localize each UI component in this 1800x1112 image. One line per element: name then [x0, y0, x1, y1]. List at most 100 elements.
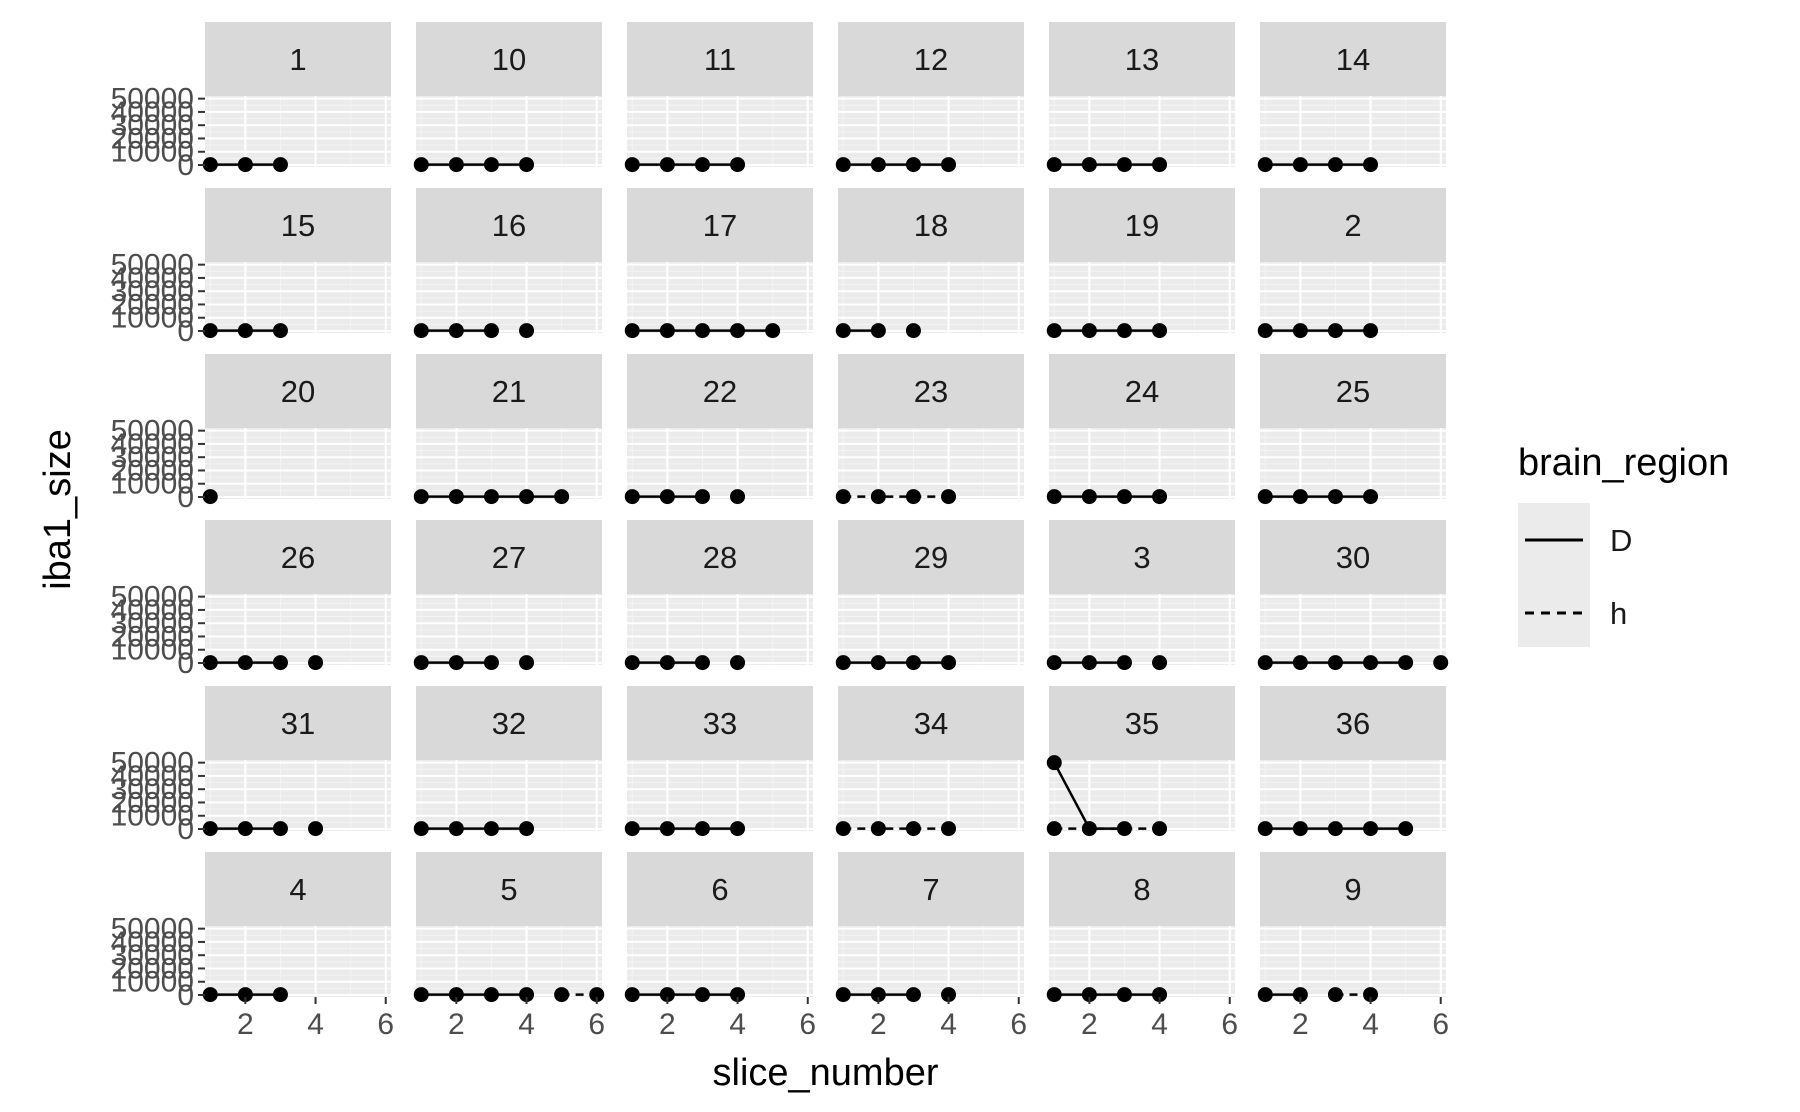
- facet-strip: [627, 22, 813, 96]
- facet-panel: 35: [1046, 686, 1235, 837]
- facet-strip: [416, 852, 602, 926]
- facet-label: 15: [281, 208, 315, 243]
- data-point: [659, 157, 675, 173]
- facet-panel: 3: [1046, 520, 1235, 671]
- facet-panel: 4: [202, 852, 391, 1003]
- data-point: [1363, 157, 1379, 173]
- x-tick-label: 6: [799, 1008, 816, 1041]
- data-point: [1327, 489, 1343, 505]
- data-point: [483, 323, 499, 339]
- legend-label-h: h: [1610, 596, 1627, 631]
- facet-strip: [627, 852, 813, 926]
- data-point: [1081, 987, 1097, 1003]
- facet-strip: [416, 188, 602, 262]
- facet-label: 7: [922, 872, 939, 907]
- data-point: [624, 489, 640, 505]
- data-point: [870, 655, 886, 671]
- y-tick-label: 20000: [111, 454, 194, 487]
- data-point: [448, 489, 464, 505]
- data-point: [1152, 821, 1168, 837]
- facet-panel: 26: [202, 520, 391, 671]
- y-tick-label: 20000: [111, 786, 194, 819]
- data-point: [1116, 987, 1132, 1003]
- facet-panel: 20: [202, 354, 391, 505]
- data-point: [413, 821, 429, 837]
- facet-panel: 11: [624, 22, 813, 173]
- data-point: [1152, 323, 1168, 339]
- data-point: [694, 323, 710, 339]
- facet-label: 31: [281, 706, 315, 741]
- data-point: [1152, 655, 1168, 671]
- data-point: [730, 655, 746, 671]
- data-point: [1046, 821, 1062, 837]
- data-point: [202, 489, 218, 505]
- data-point: [448, 157, 464, 173]
- facet-label: 17: [703, 208, 737, 243]
- data-point: [1257, 323, 1273, 339]
- data-point: [589, 987, 605, 1003]
- x-tick-label: 4: [1151, 1008, 1168, 1041]
- y-tick-label: 40000: [111, 262, 194, 295]
- facet-strip: [838, 520, 1024, 594]
- y-tick-label: 50000: [111, 249, 194, 282]
- data-point: [237, 987, 253, 1003]
- y-tick-label: 0: [177, 647, 194, 680]
- data-point: [1257, 157, 1273, 173]
- facet-panel: 12: [835, 22, 1024, 173]
- data-point: [730, 987, 746, 1003]
- facet-label: 27: [492, 540, 526, 575]
- facet-label: 30: [1336, 540, 1370, 575]
- facet-strip: [416, 686, 602, 760]
- facet-strip: [627, 520, 813, 594]
- facet-panel: 30: [1257, 520, 1449, 671]
- facet-label: 33: [703, 706, 737, 741]
- y-tick-label: 10000: [111, 136, 194, 169]
- facet-panel: 13: [1046, 22, 1235, 173]
- data-point: [835, 157, 851, 173]
- data-point: [1046, 157, 1062, 173]
- data-point: [1257, 655, 1273, 671]
- y-tick-label: 10000: [111, 800, 194, 833]
- data-point: [870, 987, 886, 1003]
- facet-panel: 36: [1257, 686, 1446, 837]
- facet-strip: [416, 22, 602, 96]
- data-point: [413, 157, 429, 173]
- data-point: [519, 489, 535, 505]
- facet-strip: [205, 852, 391, 926]
- facet-strip: [1260, 686, 1446, 760]
- facet-panels: 1 10 11 12 13 14 15 16 17 18 19 2 20 21 22 23 24 25 26 27 28…: [202, 22, 1449, 1003]
- data-point: [659, 987, 675, 1003]
- facet-strip: [205, 188, 391, 262]
- data-point: [1257, 489, 1273, 505]
- facet-strip: [205, 354, 391, 428]
- data-point: [483, 655, 499, 671]
- data-point: [483, 987, 499, 1003]
- facet-strip: [627, 686, 813, 760]
- facet-label: 12: [914, 42, 948, 77]
- y-tick-label: 30000: [111, 607, 194, 640]
- data-point: [624, 157, 640, 173]
- data-point: [624, 323, 640, 339]
- y-tick-label: 20000: [111, 952, 194, 985]
- facet-strip: [627, 354, 813, 428]
- facet-label: 6: [711, 872, 728, 907]
- facet-panel: 33: [624, 686, 813, 837]
- data-point: [1152, 987, 1168, 1003]
- x-tick-label: 2: [870, 1008, 887, 1041]
- data-point: [554, 489, 570, 505]
- data-point: [1046, 655, 1062, 671]
- y-tick-label: 50000: [111, 83, 194, 116]
- data-point: [694, 821, 710, 837]
- data-point: [730, 323, 746, 339]
- data-point: [905, 323, 921, 339]
- data-point: [202, 323, 218, 339]
- data-point: [1081, 821, 1097, 837]
- facet-panel: 29: [835, 520, 1024, 671]
- y-tick-label: 10000: [111, 302, 194, 335]
- data-point: [1116, 323, 1132, 339]
- y-axis-title: iba1_size: [37, 429, 79, 590]
- x-tick-label: 4: [1362, 1008, 1379, 1041]
- data-point: [272, 323, 288, 339]
